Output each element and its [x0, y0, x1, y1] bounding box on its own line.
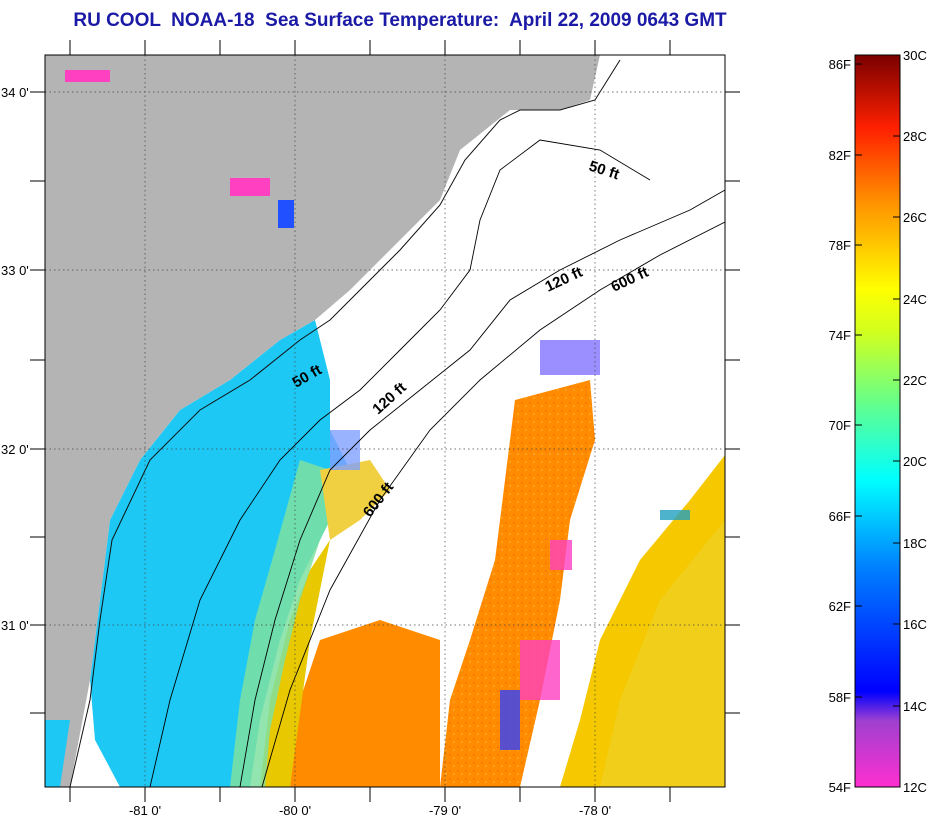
lon-label: -78 0' — [579, 803, 611, 817]
lat-label: 32 0' — [1, 442, 29, 457]
colorbar-f-label: 54F — [829, 780, 851, 795]
colorbar-f-label: 86F — [829, 57, 851, 72]
lon-label: -80 0' — [279, 803, 311, 817]
colorbar-gradient — [854, 54, 901, 788]
graticule — [45, 55, 725, 787]
colorbar-f-label: 70F — [829, 418, 851, 433]
colorbar-f-label: 78F — [829, 238, 851, 253]
colorbar-c-label: 28C — [903, 129, 927, 144]
colorbar-c-label: 16C — [903, 617, 927, 632]
colorbar-c-label: 30C — [903, 48, 927, 63]
lon-label: -81 0' — [129, 803, 161, 817]
colorbar-c-label: 22C — [903, 373, 927, 388]
lat-label: 31 0' — [1, 618, 29, 633]
colorbar-c-label: 14C — [903, 699, 927, 714]
lat-label: 34 0' — [1, 85, 29, 100]
lon-label: -79 0' — [429, 803, 461, 817]
colorbar-c-label: 20C — [903, 454, 927, 469]
map-title: RU COOL NOAA-18 Sea Surface Temperature:… — [73, 10, 727, 31]
map-frame — [44, 54, 726, 788]
colorbar-c-label: 12C — [903, 780, 927, 795]
colorbar-f-label: 62F — [829, 599, 851, 614]
lat-label: 33 0' — [1, 263, 29, 278]
colorbar-f-label: 82F — [829, 148, 851, 163]
gulf-stream — [440, 380, 595, 787]
colorbar-f-label: 66F — [829, 509, 851, 524]
colorbar-f-label: 74F — [829, 328, 851, 343]
colorbar-c-label: 24C — [903, 292, 927, 307]
shelf-warm-water — [290, 620, 440, 787]
colorbar-c-label: 26C — [903, 210, 927, 225]
contour-120ft — [239, 189, 725, 787]
coastline — [69, 59, 621, 787]
colorbar-f-label: 58F — [829, 690, 851, 705]
colorbar: 86F 82F 78F 74F 70F 66F 62F 58F 54F 30C … — [829, 48, 927, 795]
map-area: 50 ft 120 ft 600 ft 50 ft 120 ft 600 ft — [45, 55, 725, 787]
land — [45, 55, 600, 787]
contour-50ft — [149, 139, 651, 787]
contour-600ft — [261, 221, 725, 787]
cloud-edge-speckles — [65, 70, 690, 750]
axis-ticks — [30, 40, 740, 802]
nearshore-water — [90, 320, 350, 787]
colorbar-c-label: 18C — [903, 536, 927, 551]
